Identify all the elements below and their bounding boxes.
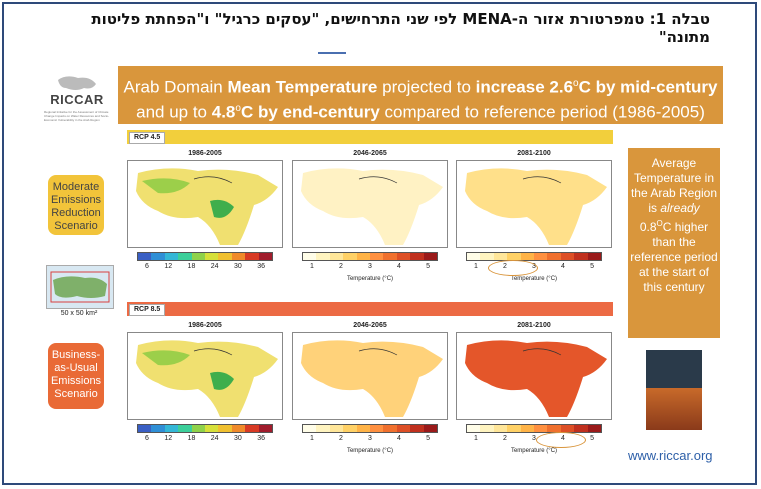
headline-banner: Arab Domain Mean Temperature projected t… (118, 66, 723, 124)
report-cover-icon (646, 350, 702, 430)
tick-label: 1 (474, 435, 478, 442)
color-scale (466, 424, 602, 433)
rcp85-bar: RCP 8.5 (127, 302, 613, 316)
divider (318, 52, 346, 54)
tick-label: 1 (310, 263, 314, 270)
tick-label: 3 (368, 435, 372, 442)
tick-label: 30 (233, 435, 242, 442)
tick-label: 4 (397, 435, 401, 442)
tick-label: 3 (532, 435, 536, 442)
period-title: 1986-2005 (188, 322, 222, 329)
tick-label: 12 (164, 435, 173, 442)
tick-label: 2 (339, 435, 343, 442)
tick-label: 5 (590, 263, 594, 270)
scale-ticks: 6 12 18 24 30 36 (145, 263, 265, 270)
period-title: 1986-2005 (188, 150, 222, 157)
scale-unit: Temperature (°C) (346, 448, 394, 454)
temperature-map (292, 332, 448, 420)
tick-label: 5 (426, 263, 430, 270)
baseline-callout: Average Temperature in the Arab Region i… (628, 148, 720, 338)
tick-label: 18 (187, 435, 196, 442)
temperature-map (292, 160, 448, 248)
scale-ticks: 6 12 18 24 30 36 (145, 435, 265, 442)
color-scale (137, 424, 273, 433)
tick-label: 3 (368, 263, 372, 270)
highlight-oval (488, 260, 538, 276)
tick-label: 5 (426, 435, 430, 442)
tick-label: 2 (339, 263, 343, 270)
tick-label: 6 (145, 263, 149, 270)
tick-label: 36 (257, 435, 265, 442)
temperature-map (456, 160, 612, 248)
tick-label: 36 (257, 263, 265, 270)
page-title: טבלה 1: טמפרטורת אזור ה-MENA לפי שני התר… (91, 10, 710, 46)
tick-label: 1 (310, 435, 314, 442)
rcp45-label: RCP 4.5 (129, 132, 166, 144)
period-title: 2081-2100 (517, 322, 551, 329)
period-title: 2046-2065 (353, 322, 387, 329)
tick-label: 4 (561, 263, 565, 270)
period-title: 2046-2065 (353, 150, 387, 157)
tick-label: 12 (164, 263, 173, 270)
rcp45-bar: RCP 4.5 (127, 130, 613, 144)
domain-map-thumbnail (46, 265, 114, 309)
highlight-oval (536, 432, 586, 448)
temperature-map (127, 332, 283, 420)
tick-label: 18 (187, 263, 196, 270)
moderate-scenario-badge: Moderate Emissions Reduction Scenario (48, 175, 104, 235)
color-scale (302, 424, 438, 433)
tick-label: 6 (145, 435, 149, 442)
tick-label: 2 (503, 435, 507, 442)
logo-tagline: Regional Initiative for the Assessment o… (44, 110, 110, 122)
riccar-logo-icon (58, 76, 96, 90)
website-link[interactable]: www.riccar.org (628, 448, 713, 463)
temperature-map (127, 160, 283, 248)
business-scenario-badge: Business-as-Usual Emissions Scenario (48, 343, 104, 409)
grid-resolution-label: 50 x 50 km² (60, 310, 98, 317)
scale-unit: Temperature (°C) (346, 276, 394, 282)
tick-label: 5 (590, 435, 594, 442)
tick-label: 1 (474, 263, 478, 270)
tick-label: 30 (233, 263, 242, 270)
scale-unit: Temperature (°C) (510, 448, 558, 454)
temperature-map (456, 332, 612, 420)
logo-name: RICCAR (50, 92, 104, 107)
slide-frame (2, 2, 757, 485)
tick-label: 24 (210, 435, 219, 442)
tick-label: 24 (210, 263, 219, 270)
color-scale (302, 252, 438, 261)
rcp85-label: RCP 8.5 (129, 304, 166, 316)
scale-unit: Temperature (°C) (510, 276, 558, 282)
tick-label: 4 (397, 263, 401, 270)
color-scale (466, 252, 602, 261)
period-title: 2081-2100 (517, 150, 551, 157)
color-scale (137, 252, 273, 261)
scale-ticks: 1 2 3 4 5 (310, 263, 430, 270)
scale-ticks: 1 2 3 4 5 (310, 435, 430, 442)
